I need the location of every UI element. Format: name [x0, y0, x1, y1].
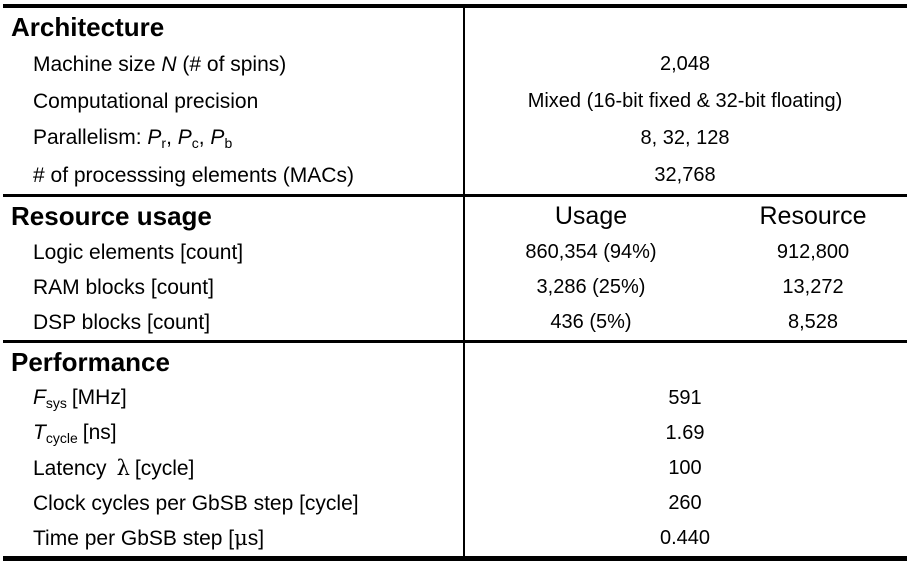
- section-architecture: Architecture Machine size N (# of spins)…: [3, 8, 907, 194]
- math-symbol-P: P: [210, 126, 225, 149]
- math-symbol-mu: μ: [234, 526, 248, 550]
- row-value: 591: [668, 387, 702, 409]
- table-row-latency: Latency λ [cycle] 100: [3, 451, 907, 486]
- row-label: Latency λ [cycle]: [3, 456, 194, 481]
- row-label-cell: RAM blocks [count]: [3, 276, 463, 300]
- math-symbol-P: P: [177, 126, 192, 149]
- section-header-row: Resource usage Usage Resource: [3, 197, 907, 235]
- row-label-cell: # of processsing elements (MACs): [3, 164, 463, 188]
- usage-value: 436 (5%): [550, 311, 632, 333]
- section-performance: Performance Fsys [MHz] 591 Tcycle [ns] 1.6…: [3, 343, 907, 556]
- label-text: (# of spins): [176, 52, 287, 76]
- table-row-parallelism: Parallelism: Pr, Pc, Pb 8, 32, 128: [3, 120, 907, 157]
- subscript-cycle: cycle: [45, 430, 78, 446]
- top-rule: [3, 4, 907, 8]
- section-resource-usage: Resource usage Usage Resource Logic elem…: [3, 197, 907, 340]
- row-value: 100: [668, 457, 702, 479]
- row-label: Clock cycles per GbSB step [cycle]: [33, 491, 359, 515]
- row-value: 0.440: [659, 527, 711, 549]
- resource-value: 8,528: [787, 311, 839, 333]
- section-title-cell: Performance: [3, 347, 463, 378]
- section-title-performance: Performance: [11, 346, 170, 377]
- label-text: ,: [166, 126, 178, 149]
- row-label-cell: Fsys [MHz]: [3, 386, 463, 411]
- subscript-r: r: [161, 135, 167, 151]
- row-label: Computational precision: [33, 89, 259, 113]
- row-label: Logic elements [count]: [33, 240, 244, 264]
- row-value: 1.69: [665, 422, 705, 444]
- label-text: [cycle]: [134, 457, 195, 480]
- row-label: RAM blocks [count]: [33, 275, 214, 299]
- table-row-clock-cycles: Clock cycles per GbSB step [cycle] 260: [3, 486, 907, 521]
- row-label-cell: Parallelism: Pr, Pc, Pb: [3, 126, 463, 151]
- row-label: Tcycle [ns]: [3, 421, 117, 446]
- math-symbol-N: N: [161, 52, 177, 76]
- row-label: Machine size N (# of spins): [3, 53, 286, 77]
- section-title-cell: Resource usage: [3, 201, 463, 232]
- specs-table: Architecture Machine size N (# of spins)…: [3, 4, 907, 561]
- resource-value: 912,800: [776, 241, 850, 263]
- label-text: [ns]: [82, 421, 117, 444]
- table-row-precision: Computational precision Mixed (16-bit fi…: [3, 83, 907, 120]
- resource-value: 13,272: [782, 276, 844, 298]
- row-label-cell: Logic elements [count]: [3, 241, 463, 265]
- column-header-resource: Resource: [759, 201, 867, 230]
- row-value: 260: [668, 492, 702, 514]
- row-value: 2,048: [659, 53, 711, 75]
- row-label-cell: Latency λ [cycle]: [3, 456, 463, 481]
- math-symbol-P: P: [147, 126, 162, 149]
- column-header-usage: Usage: [554, 201, 628, 230]
- row-label-cell: Tcycle [ns]: [3, 421, 463, 446]
- row-value: 8, 32, 128: [640, 127, 730, 149]
- row-label-cell: Time per GbSB step [μs]: [3, 526, 463, 551]
- table-row-ram-blocks: RAM blocks [count] 3,286 (25%) 13,272: [3, 270, 907, 305]
- section-header-row: Architecture: [3, 8, 907, 46]
- label-text: s]: [247, 527, 265, 550]
- table-row-tcycle: Tcycle [ns] 1.69: [3, 416, 907, 451]
- row-label-cell: DSP blocks [count]: [3, 311, 463, 335]
- section-title-cell: Architecture: [3, 12, 463, 43]
- usage-value: 860,354 (94%): [525, 241, 657, 263]
- section-divider-rule: [3, 194, 907, 197]
- row-label: Parallelism: Pr, Pc, Pb: [3, 126, 232, 151]
- row-label: DSP blocks [count]: [33, 310, 211, 334]
- math-symbol-F: F: [33, 386, 46, 409]
- section-title-resource-usage: Resource usage: [11, 200, 212, 231]
- label-text: Parallelism:: [33, 126, 148, 149]
- subscript-sys: sys: [45, 395, 67, 411]
- row-label: Fsys [MHz]: [3, 386, 127, 411]
- row-label-cell: Computational precision: [3, 90, 463, 114]
- section-title-architecture: Architecture: [11, 11, 165, 42]
- bottom-rule: [3, 556, 907, 561]
- usage-value: 3,286 (25%): [536, 276, 646, 298]
- column-divider-line: [463, 4, 465, 561]
- row-label-cell: Clock cycles per GbSB step [cycle]: [3, 492, 463, 516]
- label-text: [MHz]: [71, 386, 127, 409]
- table-row-machine-size: Machine size N (# of spins) 2,048: [3, 46, 907, 83]
- row-value: 32,768: [654, 164, 716, 186]
- section-header-row: Performance: [3, 343, 907, 381]
- math-symbol-T: T: [33, 421, 46, 444]
- subscript-c: c: [191, 135, 199, 151]
- table-row-dsp-blocks: DSP blocks [count] 436 (5%) 8,528: [3, 305, 907, 340]
- table-row-fsys: Fsys [MHz] 591: [3, 381, 907, 416]
- table-row-time-per-step: Time per GbSB step [μs] 0.440: [3, 521, 907, 556]
- subscript-b: b: [224, 135, 233, 151]
- label-text: Latency: [33, 457, 107, 480]
- table-row-logic-elements: Logic elements [count] 860,354 (94%) 912…: [3, 235, 907, 270]
- math-symbol-lambda: λ: [116, 456, 130, 480]
- label-text: ,: [198, 126, 211, 149]
- row-label: Time per GbSB step [μs]: [3, 526, 264, 551]
- row-label-cell: Machine size N (# of spins): [3, 53, 463, 77]
- section-divider-rule: [3, 340, 907, 343]
- row-value: Mixed (16-bit fixed & 32-bit floating): [527, 90, 843, 112]
- table-row-processing-elements: # of processsing elements (MACs) 32,768: [3, 157, 907, 194]
- label-text: Machine size: [33, 52, 162, 76]
- row-label: # of processsing elements (MACs): [33, 163, 354, 187]
- label-text: Time per GbSB step [: [33, 527, 235, 550]
